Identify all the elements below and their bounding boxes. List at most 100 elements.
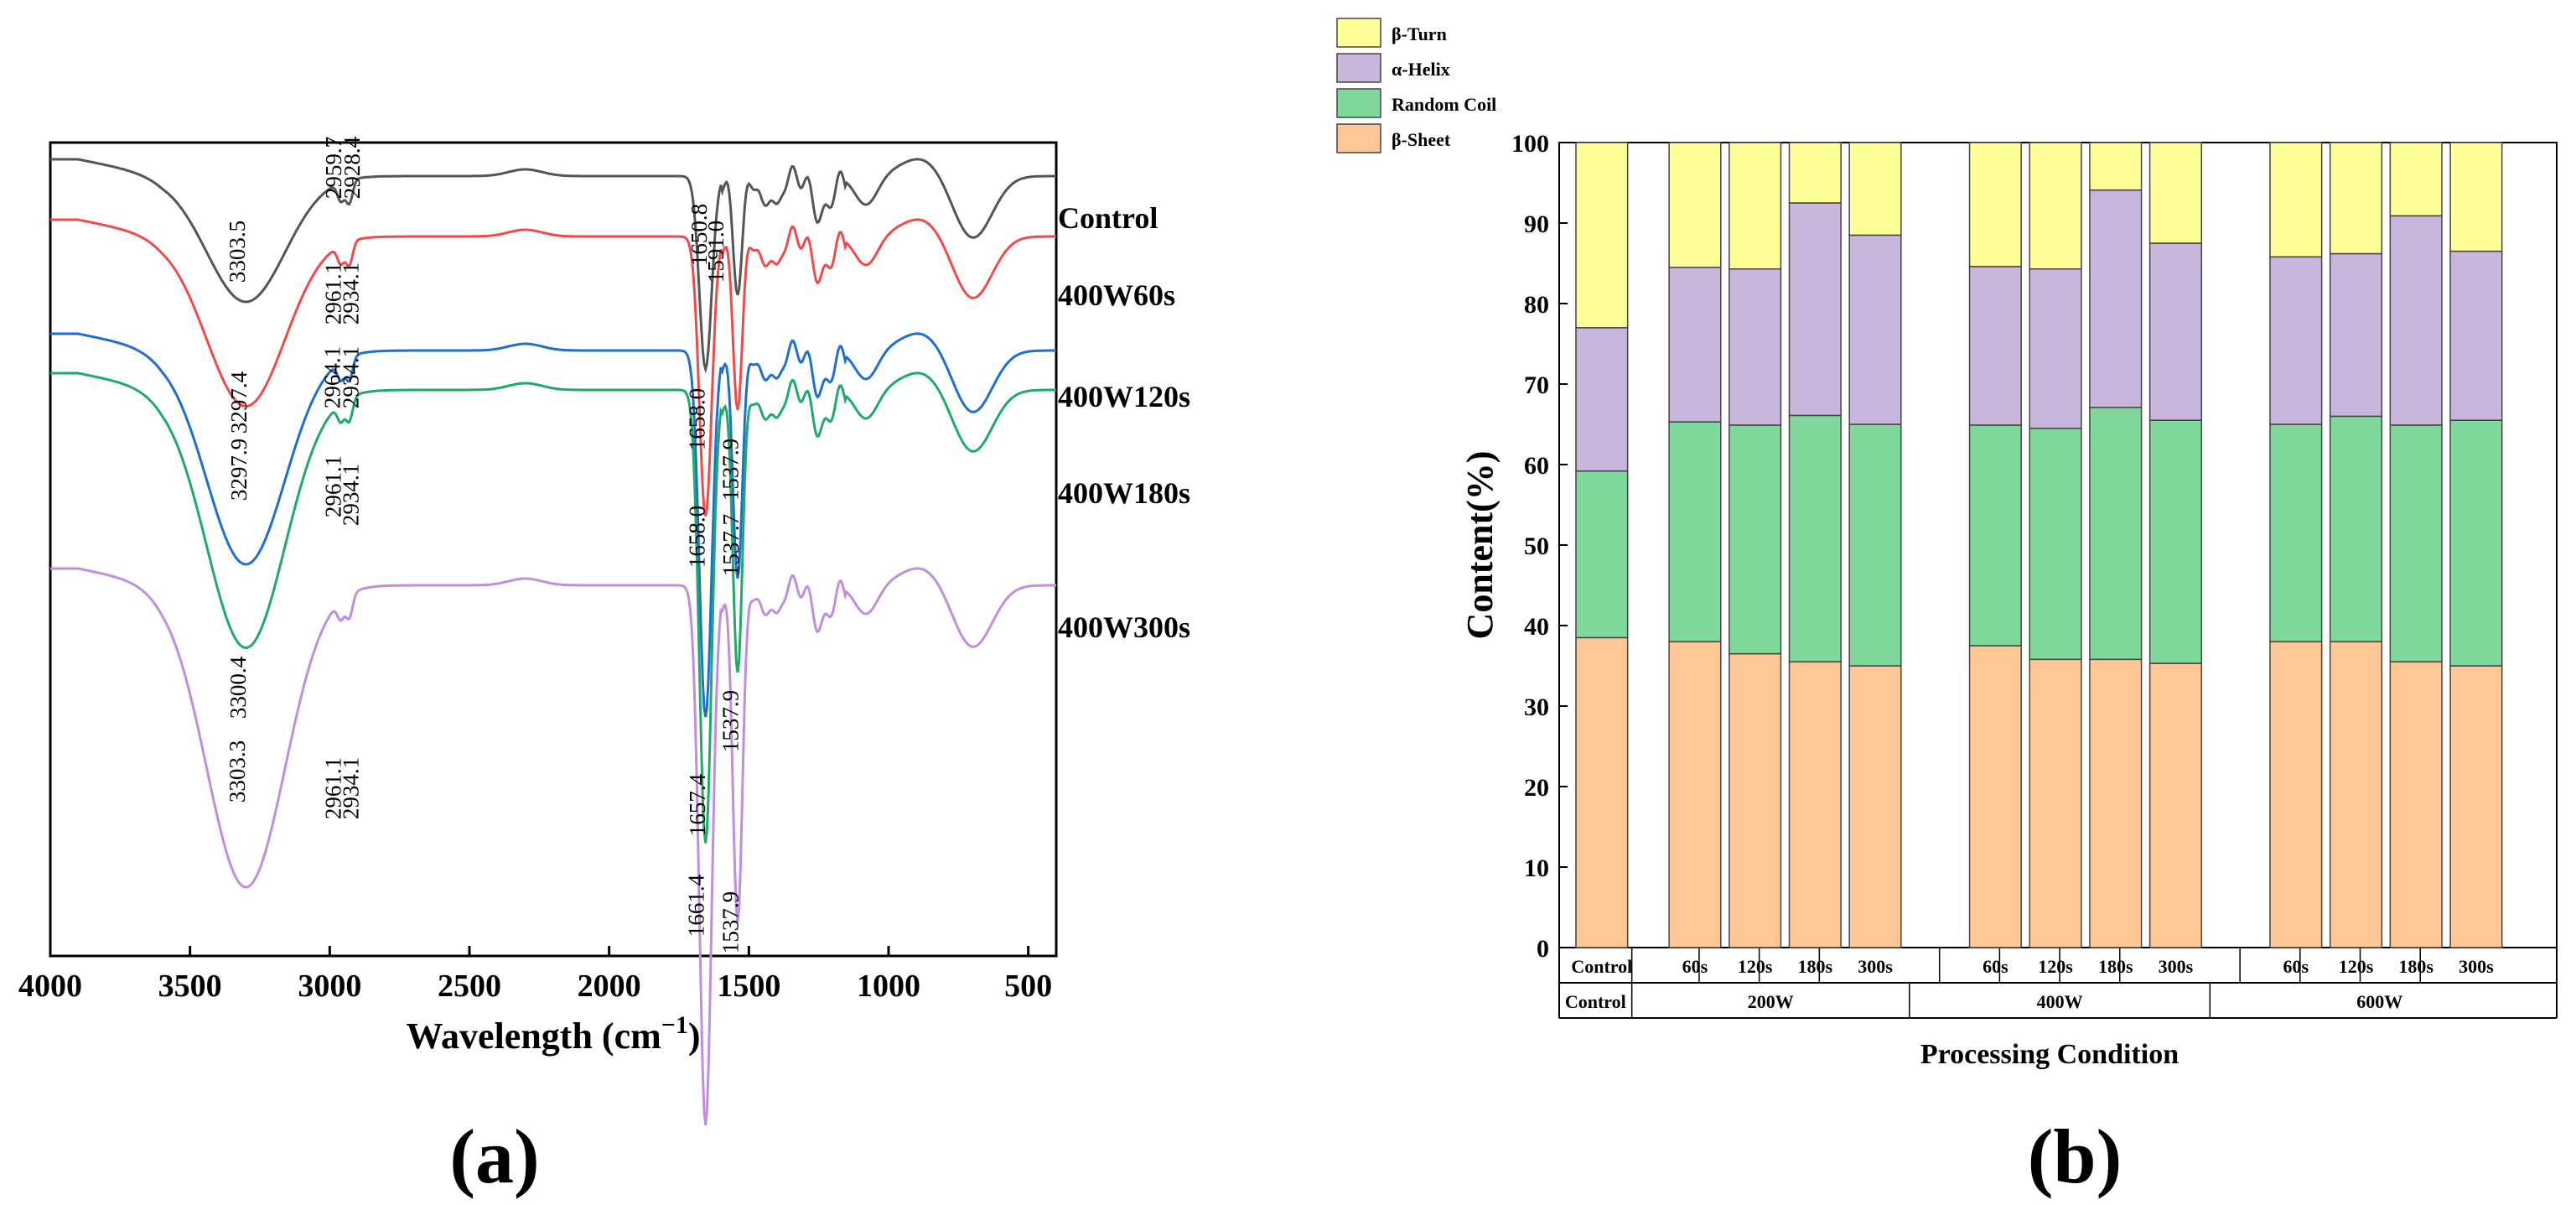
group-label: 600W — [2356, 991, 2402, 1012]
spectrum-line-400W300s — [50, 567, 1056, 1126]
x-tick-label: 1000 — [857, 969, 920, 1004]
bar-segment-β-Turn — [2089, 142, 2143, 191]
bar-segment-β-Turn — [1788, 142, 1842, 204]
x-tick-label: 4000 — [18, 969, 82, 1004]
peak-label: 1537.7 — [718, 514, 744, 576]
y-tick-label: 20 — [1524, 774, 1549, 802]
bar-segment-β-Sheet — [1788, 661, 1842, 948]
y-tick-label: 70 — [1524, 371, 1549, 399]
y-tick-label: 80 — [1524, 291, 1549, 319]
bar-segment-β-Sheet — [1729, 652, 1782, 948]
category-table: Control 60s 120s 180s 300s 60s 120s 180s 300s 60s… — [1558, 948, 2558, 1019]
series-label: Control — [1058, 201, 1158, 235]
bar-segment-α-Helix — [2389, 215, 2443, 426]
peak-label: 2961.1 — [320, 455, 345, 517]
peak-label: 1537.9 — [718, 690, 744, 752]
spectrum-line-Control — [50, 158, 1056, 374]
bar-segment-β-Sheet — [2029, 658, 2082, 948]
bar-segment-α-Helix — [2329, 252, 2383, 418]
bar-segment-β-Sheet — [2389, 661, 2443, 948]
bar-segment-β-Sheet — [1968, 645, 2022, 948]
peak-label: 2934.1 — [338, 262, 363, 325]
peak-label: 2928.4 — [339, 136, 365, 199]
bar-segment-β-Sheet — [2269, 641, 2323, 948]
series-label: 400W120s — [1058, 380, 1190, 413]
bar-segment-Random Coil — [1788, 414, 1842, 662]
series-label: 400W60s — [1058, 278, 1175, 312]
x-axis-ticks: 4000 3500 3000 2500 2000 1500 1000 500 — [18, 946, 1052, 1004]
legend: β-Turn α-Helix Random Coil β-Sheet — [1336, 18, 1496, 153]
peak-label: 2934.1 — [338, 757, 363, 819]
spectrum-line-400W60s — [50, 218, 1056, 517]
category-label: 300s — [2159, 956, 2194, 977]
bar-segment-Random Coil — [1848, 423, 1902, 667]
panel-label-a: (a) — [449, 1114, 539, 1199]
stacked-bars — [1575, 142, 2503, 948]
bar-segment-Random Coil — [1729, 424, 1782, 655]
bar-segment-β-Sheet — [2329, 641, 2383, 948]
peak-label: 1537.9 — [718, 439, 744, 501]
x-tick-label: 2500 — [438, 969, 501, 1004]
secondary-structure-panel: 0 10 20 30 40 50 60 70 80 90 100 Control 60s 120s 180… — [1336, 18, 2558, 1199]
series-label: 400W180s — [1058, 476, 1190, 510]
ftir-spectra-panel: 4000 3500 3000 2500 2000 1500 1000 500 3303.5 29… — [18, 136, 1190, 1199]
bar-segment-Random Coil — [2329, 415, 2383, 642]
legend-label: α-Helix — [1392, 59, 1450, 80]
series-label: 400W300s — [1058, 610, 1190, 644]
bar-segment-β-Turn — [2148, 142, 2203, 244]
y-axis-label: Content(%) — [1459, 451, 1501, 640]
peak-label: 1537.9 — [718, 891, 744, 953]
spectra-lines — [50, 158, 1056, 1126]
category-label: Control — [1571, 956, 1632, 977]
bar-segment-Random Coil — [2449, 419, 2503, 667]
category-label: 180s — [2098, 956, 2133, 977]
peak-label: 2934.1 — [338, 346, 363, 408]
category-label: 180s — [1798, 956, 1833, 977]
bar-segment-α-Helix — [2089, 189, 2143, 408]
bar-segment-β-Turn — [2029, 142, 2082, 270]
category-label: 180s — [2398, 956, 2433, 977]
bar-segment-Random Coil — [2089, 407, 2143, 661]
bar-segment-α-Helix — [1668, 267, 1722, 423]
bar-segment-β-Turn — [2389, 142, 2443, 217]
bar-segment-α-Helix — [1575, 327, 1629, 472]
x-axis-label-b: Processing Condition — [1920, 1039, 2179, 1070]
bar-segment-Random Coil — [2029, 428, 2082, 661]
legend-label: β-Turn — [1392, 23, 1447, 44]
peak-label: 1650.8 — [687, 204, 712, 266]
spectrum-line-400W120s — [50, 332, 1056, 718]
peak-label: 2961.1 — [320, 262, 345, 325]
peak-label: 1657.4 — [685, 773, 710, 836]
y-tick-label: 90 — [1524, 210, 1549, 238]
legend-swatch — [1336, 18, 1381, 48]
group-label: 200W — [1748, 991, 1794, 1012]
category-label: 60s — [1682, 956, 1708, 977]
bar-segment-β-Sheet — [1668, 641, 1722, 948]
category-label: 300s — [1858, 956, 1893, 977]
peak-label: 3297.4 — [226, 371, 251, 434]
bar-segment-α-Helix — [1788, 202, 1842, 417]
bar-segment-Random Coil — [2269, 423, 2323, 642]
bar-segment-α-Helix — [1848, 234, 1902, 425]
bar-segment-α-Helix — [2449, 250, 2503, 421]
bar-segment-β-Turn — [2449, 142, 2503, 252]
group-label: Control — [1565, 991, 1626, 1012]
peak-label: 3300.4 — [225, 656, 251, 719]
bar-segment-α-Helix — [2148, 242, 2203, 421]
bar-segment-α-Helix — [1968, 266, 2022, 426]
x-tick-label: 3500 — [158, 969, 222, 1004]
y-tick-label: 100 — [1511, 130, 1549, 158]
bar-segment-β-Turn — [2329, 142, 2383, 255]
y-tick-label: 30 — [1524, 693, 1549, 721]
y-tick-label: 10 — [1524, 854, 1549, 882]
category-label: 120s — [2339, 956, 2374, 977]
bar-segment-β-Turn — [1575, 142, 1629, 329]
bar-segment-β-Turn — [1968, 142, 2022, 267]
bar-segment-β-Turn — [1668, 142, 1722, 268]
bar-segment-α-Helix — [1729, 267, 1782, 426]
bar-segment-Random Coil — [2148, 419, 2203, 664]
series-labels: Control 400W60s 400W120s 400W180s 400W300s — [1058, 201, 1190, 644]
spectrum-line-400W180s — [50, 371, 1056, 844]
